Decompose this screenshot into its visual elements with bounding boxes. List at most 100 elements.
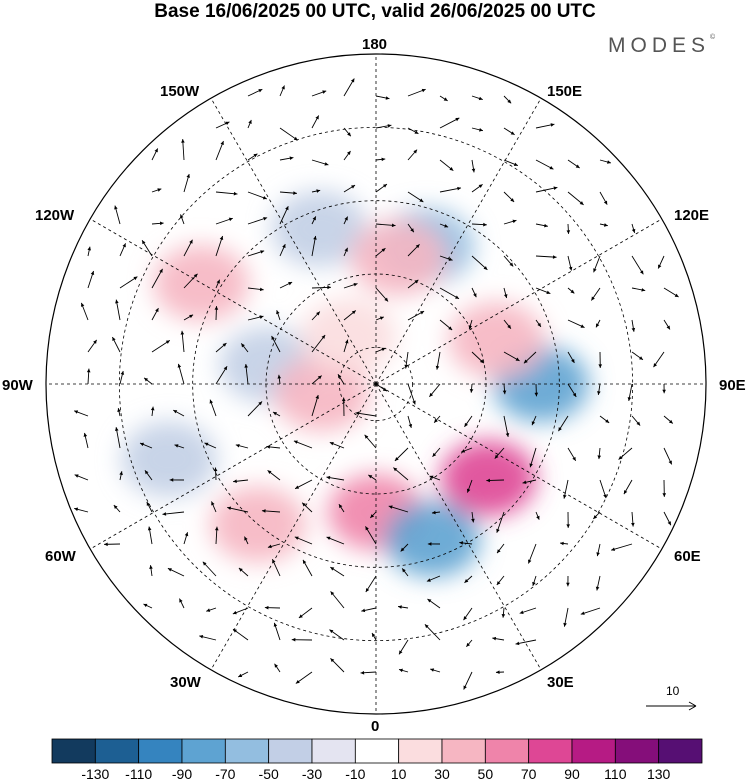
wind-arrow	[329, 441, 345, 449]
wind-arrow	[429, 383, 441, 398]
wind-arrow	[459, 541, 473, 545]
wind-arrow	[653, 351, 665, 368]
lon-label-30e: 30E	[547, 674, 574, 691]
anomaly-blob	[350, 219, 447, 296]
wind-arrow	[151, 148, 159, 161]
wind-arrow	[326, 536, 345, 545]
wind-arrow	[559, 541, 569, 546]
wind-arrow	[272, 411, 281, 417]
lon-label-60w: 60W	[45, 548, 76, 565]
colorbar-tick-label: 50	[477, 766, 494, 782]
wind-arrow	[595, 319, 601, 328]
wind-arrow	[279, 243, 286, 257]
wind-arrow	[663, 511, 672, 526]
wind-arrow	[388, 505, 409, 513]
colorbar-swatch	[181, 738, 226, 764]
wind-arrow	[466, 479, 473, 493]
wind-arrow	[247, 88, 263, 97]
wind-arrow	[463, 607, 473, 621]
wind-arrow	[407, 191, 424, 203]
wind-arrow	[375, 247, 386, 257]
wind-arrow	[496, 575, 505, 586]
colorbar-tick-label: 70	[520, 766, 537, 782]
wind-arrow	[435, 351, 441, 370]
wind-arrow	[503, 319, 512, 329]
wind-arrow	[618, 447, 633, 460]
wind-arrow	[466, 639, 473, 648]
wind-arrow	[202, 561, 217, 577]
meridian-line	[210, 98, 377, 385]
wind-arrow	[167, 567, 185, 577]
wind-arrow	[311, 311, 321, 321]
wind-arrow	[311, 235, 317, 257]
wind-arrow	[535, 159, 554, 170]
lon-label-60e: 60E	[674, 548, 701, 565]
wind-arrow	[143, 377, 153, 385]
wind-arrow	[180, 214, 185, 225]
wind-arrow	[407, 244, 420, 257]
wind-arrow	[209, 399, 217, 417]
wind-arrow	[247, 250, 265, 257]
graticule	[46, 54, 706, 714]
wind-arrow	[407, 415, 413, 429]
wind-arrow	[593, 255, 601, 273]
wind-arrow	[469, 383, 474, 393]
anomaly-blob	[440, 440, 537, 517]
wind-arrow	[330, 566, 345, 577]
wind-arrow	[496, 511, 505, 533]
wind-arrow	[471, 159, 476, 173]
wind-arrow	[87, 270, 95, 289]
wind-arrow	[566, 575, 570, 587]
wind-arrow	[407, 279, 419, 289]
colorbar-tick-label: -70	[215, 766, 236, 782]
colorbar-tick-label: 30	[434, 766, 450, 782]
wind-arrow	[535, 186, 558, 193]
wind-arrow	[439, 287, 460, 300]
anomaly-blob	[273, 355, 370, 432]
wind-arrow	[361, 607, 377, 613]
lon-label-30w: 30W	[170, 674, 201, 691]
colorbar-swatch	[94, 738, 140, 764]
wind-arrow	[662, 479, 667, 497]
wind-arrow	[567, 447, 577, 462]
wind-arrow	[174, 444, 185, 449]
meridian-line	[90, 218, 377, 385]
wind-arrow	[529, 447, 537, 468]
wind-arrow	[343, 216, 349, 225]
wind-arrow	[83, 432, 89, 449]
wind-arrow	[631, 351, 644, 361]
wind-arrow	[247, 119, 252, 129]
wind-arrow	[111, 336, 121, 353]
wind-arrow	[337, 374, 345, 385]
wind-arrow	[567, 351, 575, 364]
wind-arrow	[139, 442, 153, 449]
colorbar-swatch	[138, 738, 183, 764]
wind-arrow	[599, 159, 612, 164]
wind-arrow	[247, 287, 264, 292]
reference-vector-label: 10	[666, 684, 680, 698]
wind-arrow	[238, 567, 249, 577]
wind-arrow	[631, 287, 646, 292]
wind-arrow	[439, 255, 453, 261]
wind-arrow	[522, 479, 537, 485]
wind-arrow	[215, 342, 227, 353]
colorbar-swatch	[614, 738, 660, 764]
wind-arrow	[596, 543, 601, 557]
wind-arrow	[326, 475, 345, 481]
wind-arrow	[276, 310, 281, 321]
wind-arrow	[599, 223, 608, 227]
wind-arrow	[87, 339, 98, 353]
wind-arrow	[515, 639, 537, 646]
wind-arrow	[311, 159, 329, 166]
colorbar-tick-label: 90	[564, 766, 580, 782]
wind-arrow	[407, 383, 416, 405]
wind-arrow	[151, 307, 159, 321]
wind-arrow	[141, 240, 153, 257]
wind-arrow	[274, 663, 281, 673]
wind-arrow	[183, 239, 193, 257]
lon-label-90e: 90E	[719, 377, 746, 394]
wind-arrow	[180, 330, 185, 353]
wind-arrow	[293, 440, 313, 449]
wind-arrow	[563, 607, 569, 627]
meridian-line	[375, 383, 542, 670]
